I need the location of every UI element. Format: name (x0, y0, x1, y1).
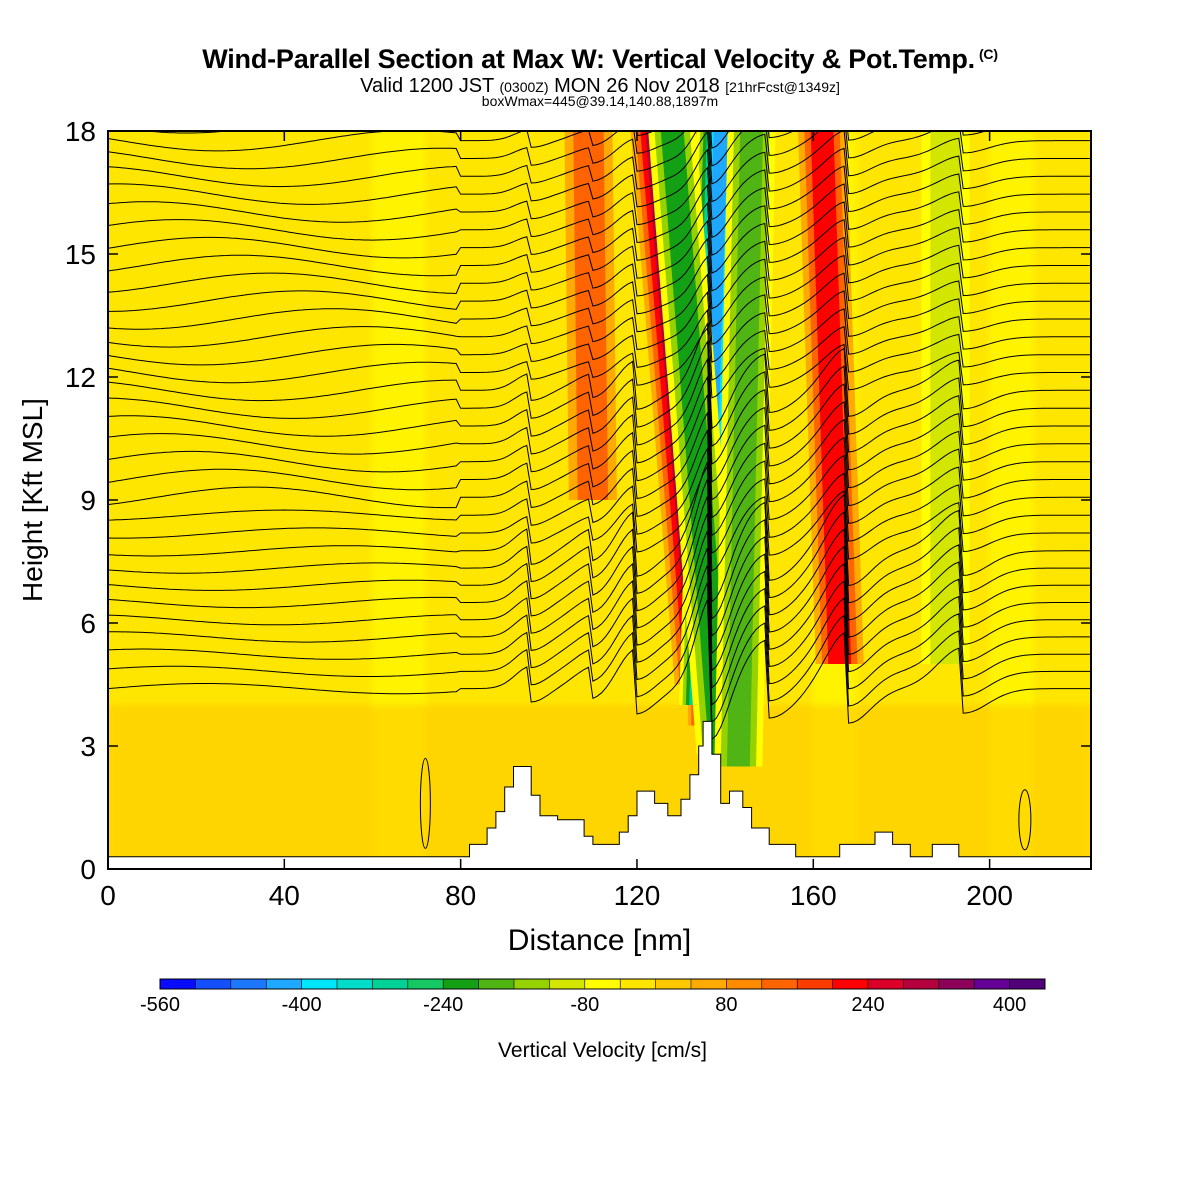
isentrope-line (108, 496, 1091, 637)
colorbar-tick-label: -560 (140, 994, 180, 1016)
isentrope-line (419, 757, 431, 849)
colorbar-swatch (868, 979, 904, 989)
isentrope-line (108, 565, 1091, 706)
isentrope-line (108, 530, 1091, 672)
colorbar-tick-label: 400 (993, 994, 1026, 1016)
isentrope-line (108, 375, 1091, 483)
isentrope-line (108, 428, 1091, 537)
y-tick-label: 15 (65, 239, 96, 270)
x-tick-label: 120 (614, 880, 661, 911)
colorbar-tick-label: -400 (282, 994, 322, 1016)
terrain (108, 720, 1091, 869)
x-tick-label: 200 (966, 880, 1013, 911)
isentrope-line (108, 478, 1091, 620)
isentrope-line (108, 321, 1091, 430)
colorbar-swatch (1009, 979, 1046, 989)
colorbar-frame (159, 978, 1046, 990)
colorbar-swatch (620, 979, 657, 989)
downdraft-band (930, 131, 961, 664)
y-tick-label: 3 (80, 731, 96, 762)
isentrope-line (108, 131, 1091, 185)
x-tick-label: 0 (100, 880, 116, 911)
isentrope-line (108, 148, 1091, 221)
isentrope-line (108, 166, 1091, 239)
colorbar-swatch (372, 979, 409, 989)
colorbar-swatch (761, 979, 798, 989)
x-tick-label: 80 (445, 880, 476, 911)
colorbar-swatch (938, 979, 975, 989)
isentrope-line (108, 357, 1091, 465)
isentrope-line (108, 582, 1091, 724)
y-tick-label: 12 (65, 362, 96, 393)
colorbar-swatch (301, 979, 338, 989)
isentrope-line (108, 393, 1091, 501)
isentrope-line (108, 461, 1091, 603)
colorbar-swatch (549, 979, 586, 989)
colorbar-label: Vertical Velocity [cm/s] (498, 1039, 707, 1062)
isentrope-line (108, 219, 1091, 292)
colorbar-swatch (903, 979, 940, 989)
chart-title: Wind-Parallel Section at Max W: Vertical… (202, 44, 998, 74)
colorbar-swatch (584, 979, 621, 989)
isentrope-line (108, 131, 1091, 203)
updraft-band (810, 131, 852, 664)
isentrope-line (108, 201, 1091, 274)
colorbar-swatch (160, 979, 196, 989)
isentrope-line (1018, 789, 1032, 851)
y-tick-label: 0 (80, 854, 96, 885)
colorbar-swatch (337, 979, 373, 989)
isentrope-line (108, 273, 1091, 346)
isentrope-line (108, 131, 1091, 167)
colorbar-swatch (195, 979, 232, 989)
isentrope-line (108, 326, 1091, 399)
isentrope-line (108, 410, 1091, 519)
colorbar-swatch (655, 979, 692, 989)
isentrope-line (108, 290, 1091, 363)
low-level-updraft-region (108, 705, 1091, 869)
isentrope-line (108, 464, 1091, 572)
colorbar-swatch (478, 979, 515, 989)
colorbar-swatch (230, 979, 267, 989)
colorbar-tick-label: -80 (570, 994, 599, 1016)
colorbar-tick-label: 80 (715, 994, 737, 1016)
colorbar-swatch (514, 979, 550, 989)
downdraft-band (660, 131, 733, 755)
colorbar-tick-label: -240 (423, 994, 463, 1016)
isentrope-line (108, 237, 1091, 310)
y-tick-label: 6 (80, 608, 96, 639)
isentrope-line (108, 547, 1091, 689)
x-tick-label: 40 (269, 880, 300, 911)
colorbar-swatch (691, 979, 727, 989)
box-wmax-line: boxWmax=445@39.14,140.88,1897m (481, 93, 719, 109)
isentrope-line (108, 255, 1091, 328)
x-tick-label: 160 (790, 880, 837, 911)
isentrope-line (108, 308, 1091, 381)
valid-time-line: Valid 1200 JST (0300Z) MON 26 Nov 2018 [… (360, 75, 840, 97)
downdraft-band (726, 131, 764, 767)
isentrope-line (108, 183, 1091, 256)
colorbar-swatch (266, 979, 303, 989)
y-axis-label: Height [Kft MSL] (17, 398, 48, 602)
isentrope-line (108, 339, 1091, 447)
y-tick-label: 9 (80, 485, 96, 516)
copyright-mark: (C) (978, 46, 998, 62)
isentrope-line (108, 599, 1091, 741)
isentrope-line (711, 131, 712, 132)
isentrope-line (108, 446, 1091, 554)
colorbar-swatch (797, 979, 834, 989)
y-tick-label: 18 (65, 116, 96, 147)
colorbar-tick-label: 240 (851, 994, 884, 1016)
isentrope-line (108, 513, 1091, 655)
colorbar-swatch (407, 979, 444, 989)
colorbar-swatch (974, 979, 1011, 989)
colorbar-swatch (726, 979, 763, 989)
colorbar-swatch (832, 979, 869, 989)
colorbar-swatch (443, 979, 480, 989)
x-axis-label: Distance [nm] (508, 924, 691, 957)
